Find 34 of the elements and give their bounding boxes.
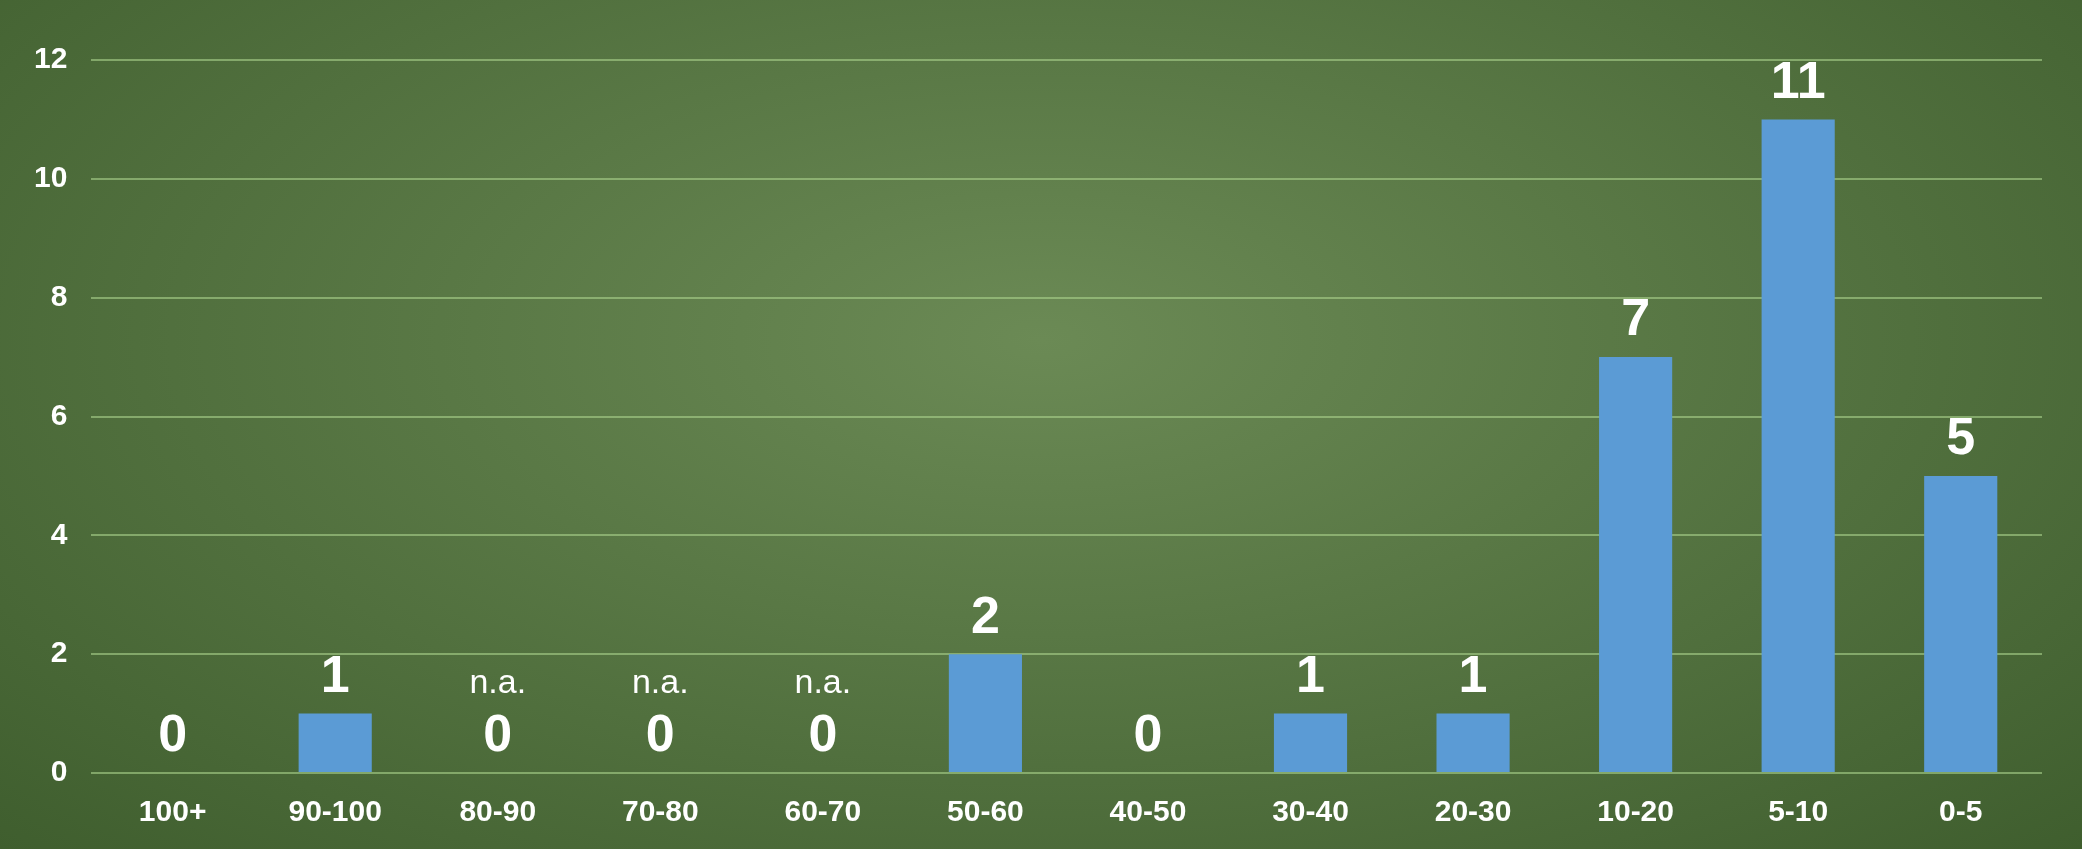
data-label: 0 (808, 704, 838, 763)
annotation: n.a. (631, 662, 689, 701)
data-label: 0 (1133, 704, 1163, 763)
y-tick-label: 2 (50, 635, 68, 669)
data-label: 0 (158, 704, 188, 763)
x-tick-label: 10-20 (1597, 794, 1674, 828)
data-label: 1 (320, 644, 350, 703)
y-tick-label: 12 (33, 41, 68, 75)
y-tick-label: 10 (33, 160, 68, 194)
y-tick-label: 0 (50, 754, 68, 788)
data-label: 2 (970, 585, 1000, 644)
x-tick-label: 80-90 (459, 794, 537, 828)
data-label: 7 (1621, 288, 1651, 347)
annotation: n.a. (469, 662, 527, 701)
x-tick-label: 60-70 (784, 794, 862, 828)
data-label: 0 (645, 704, 675, 763)
data-label: 1 (1296, 644, 1325, 703)
x-tick-label: 30-40 (1272, 794, 1349, 828)
y-tick-label: 8 (50, 278, 68, 312)
x-tick-label: 40-50 (1109, 794, 1187, 828)
data-label: 1 (1458, 644, 1488, 703)
y-tick-label: 4 (50, 516, 68, 550)
x-tick-label: 50-60 (947, 794, 1024, 828)
x-tick-label: 70-80 (621, 794, 699, 828)
data-label: 5 (1946, 407, 1976, 466)
x-tick-label: 100+ (138, 794, 207, 828)
data-label: 11 (1770, 50, 1826, 109)
x-tick-label: 20-30 (1434, 794, 1512, 828)
x-tick-label: 5-10 (1768, 794, 1829, 828)
data-label: 0 (483, 704, 513, 763)
annotation: n.a. (794, 662, 852, 701)
x-tick-label: 0-5 (1939, 794, 1983, 828)
x-tick-label: 90-100 (288, 794, 382, 828)
y-tick-label: 6 (50, 397, 68, 431)
